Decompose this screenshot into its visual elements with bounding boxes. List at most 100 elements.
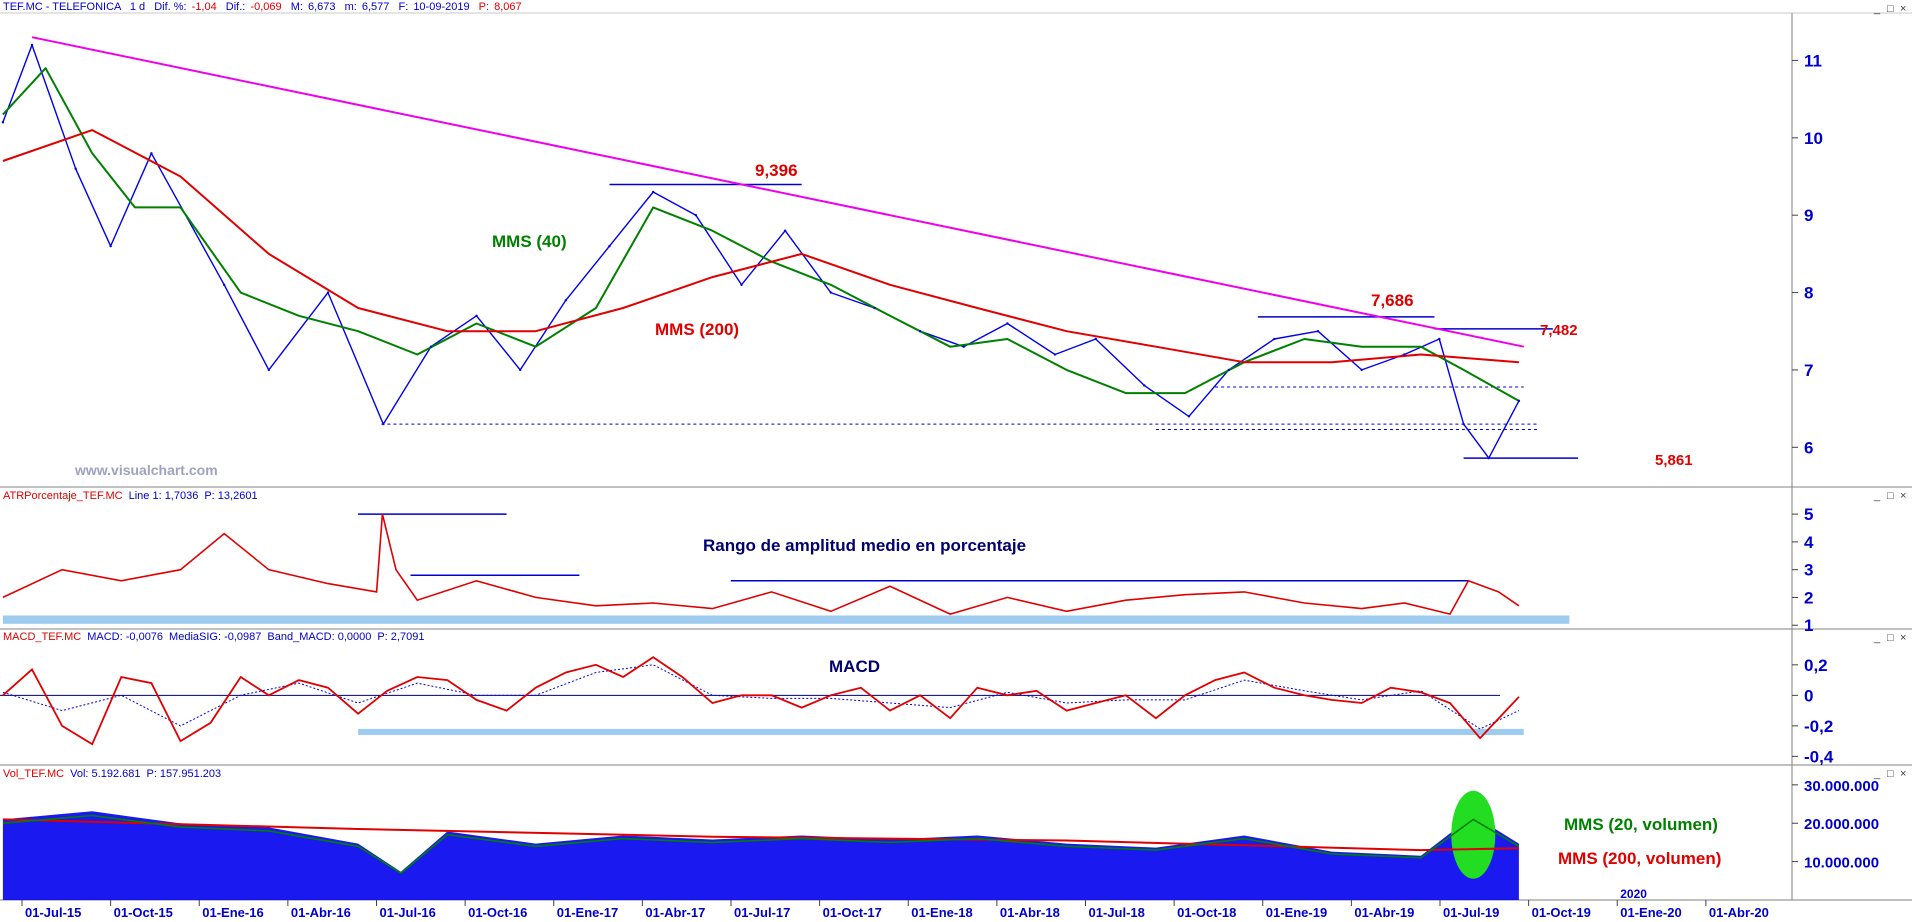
macd-header-part: MACD_TEF.MC (3, 631, 81, 643)
price-point (1462, 422, 1465, 426)
year-marker: 2020 (1620, 887, 1647, 901)
price-point (30, 43, 34, 47)
x-tick-label: 01-Abr-20 (1709, 905, 1769, 920)
header-ticker: TEF.MC - TELEFONICA (3, 1, 122, 13)
window-button-close: × (1900, 632, 1906, 644)
price-series-0 (2, 44, 1520, 459)
price-point (267, 368, 271, 372)
window-button-minimize: _ (1873, 3, 1881, 15)
x-tick-label: 01-Jul-18 (1089, 905, 1145, 920)
price-point (829, 291, 832, 294)
x-tick-label: 01-Jul-16 (380, 905, 436, 920)
label-mms40: MMS (40) (492, 232, 567, 251)
atr-series-line (2, 513, 1520, 616)
window-button-close: × (1900, 490, 1906, 502)
x-tick-label: 01-Oct-15 (114, 905, 173, 920)
price-point (1227, 368, 1230, 372)
window-button-maximize: □ (1887, 632, 1894, 644)
price-point (150, 152, 153, 155)
price-point (1316, 330, 1320, 333)
header-min: 6,577 (362, 1, 390, 13)
window-button-close: × (1900, 3, 1906, 15)
macd-header-part: P: 2,7091 (377, 631, 424, 643)
y-tick-label: 8 (1804, 284, 1813, 303)
label-high-2019: 7,686 (1371, 291, 1414, 310)
price-point (694, 213, 698, 217)
macd-signal-line (2, 664, 1520, 730)
header-min-label: m: (345, 1, 357, 13)
macd-header-text: MACD_TEF.MC MACD: -0,0076 MediaSIG: -0,098… (3, 631, 424, 643)
x-tick-label: 01-Abr-18 (1000, 905, 1060, 920)
macd-line (2, 656, 1520, 746)
x-tick-label: 01-Oct-19 (1532, 905, 1591, 920)
y-tick-label: 3 (1804, 561, 1813, 580)
x-tick-label: 01-Jul-17 (734, 905, 790, 920)
atr-header-text: ATRPorcentaje_TEF.MC Line 1: 1,7036 P: 13,… (3, 490, 258, 502)
x-tick-label: 01-Ene-19 (1266, 905, 1327, 920)
y-tick-label: 30.000.000 (1804, 778, 1879, 795)
y-tick-label: 2 (1804, 588, 1813, 607)
x-tick-label: 01-Abr-16 (291, 905, 351, 920)
window-button-minimize: _ (1873, 768, 1881, 780)
price-point (109, 244, 112, 248)
macd-header-part: Band_MACD: 0,0000 (267, 631, 371, 643)
volume-mms20-line (2, 814, 1520, 875)
price-point (326, 291, 330, 294)
x-tick-label: 01-Abr-19 (1354, 905, 1414, 920)
x-tick-label: 01-Oct-18 (1177, 905, 1236, 920)
y-tick-label: 10.000.000 (1804, 855, 1879, 872)
volume-highlight (1451, 790, 1496, 879)
y-tick-label: 1 (1804, 616, 1813, 635)
price-point (222, 283, 226, 287)
x-tick-label: 01-Ene-20 (1620, 905, 1681, 920)
price-series-1 (2, 67, 1520, 402)
header-price-label: P: (479, 1, 489, 13)
price-point (1187, 415, 1191, 418)
x-tick-label: 01-Oct-16 (468, 905, 527, 920)
atr-band (2, 615, 1570, 624)
macd-band (358, 728, 1524, 736)
y-tick-label: 0 (1804, 686, 1813, 705)
price-point (1403, 353, 1406, 356)
price-point (1143, 384, 1146, 387)
y-tick-label: 5 (1804, 505, 1813, 524)
atr-header-part: ATRPorcentaje_TEF.MC (3, 490, 123, 502)
price-point (651, 190, 655, 194)
overlay-layer: ATRPorcentaje_TEF.MC Line 1: 1,7036 P: 13,… (3, 3, 1906, 920)
label-mms200: MMS (200) (655, 320, 739, 339)
price-point (740, 283, 743, 287)
macd-header-part: MACD: -0,0076 (87, 631, 163, 643)
volume-area (2, 811, 1519, 900)
y-tick-label: 9 (1804, 206, 1813, 225)
header-dif-label: Dif.: (226, 1, 246, 13)
x-tick-label: 01-Jul-15 (25, 905, 81, 920)
x-tick-label: 01-Oct-17 (823, 905, 882, 920)
x-tick-label: 01-Ene-18 (911, 905, 972, 920)
volume-header-part: P: 157.951.203 (146, 768, 221, 780)
header-period: 1 d (130, 1, 145, 13)
price-point (429, 345, 433, 348)
y-tick-label: 6 (1804, 438, 1813, 457)
y-tick-label: 10 (1804, 129, 1823, 148)
header-dif: -0,069 (250, 1, 281, 13)
window-button-maximize: □ (1887, 768, 1894, 780)
price-point (1, 121, 5, 124)
price-series-3 (31, 36, 1525, 348)
watermark: www.visualchart.com (74, 462, 218, 478)
volume-mms200-line (2, 818, 1519, 852)
price-point (564, 299, 568, 302)
atr-header-part: Line 1: 1,7036 (129, 490, 199, 502)
window-button-minimize: _ (1873, 632, 1881, 644)
price-point (918, 330, 922, 333)
price-point (1487, 456, 1491, 460)
price-point (1517, 399, 1521, 403)
price-point (74, 167, 77, 170)
label-trend-end: 7,482 (1540, 322, 1578, 339)
price-series-2 (2, 129, 1519, 364)
label-atr: Rango de amplitud medio en porcentaje (703, 536, 1026, 555)
header-date-label: F: (398, 1, 408, 13)
price-header-bar (0, 0, 1912, 13)
price-point (873, 306, 876, 310)
price-header-text: TEF.MC - TELEFONICA 1 d Dif. %: -1,04 Di… (3, 1, 522, 13)
